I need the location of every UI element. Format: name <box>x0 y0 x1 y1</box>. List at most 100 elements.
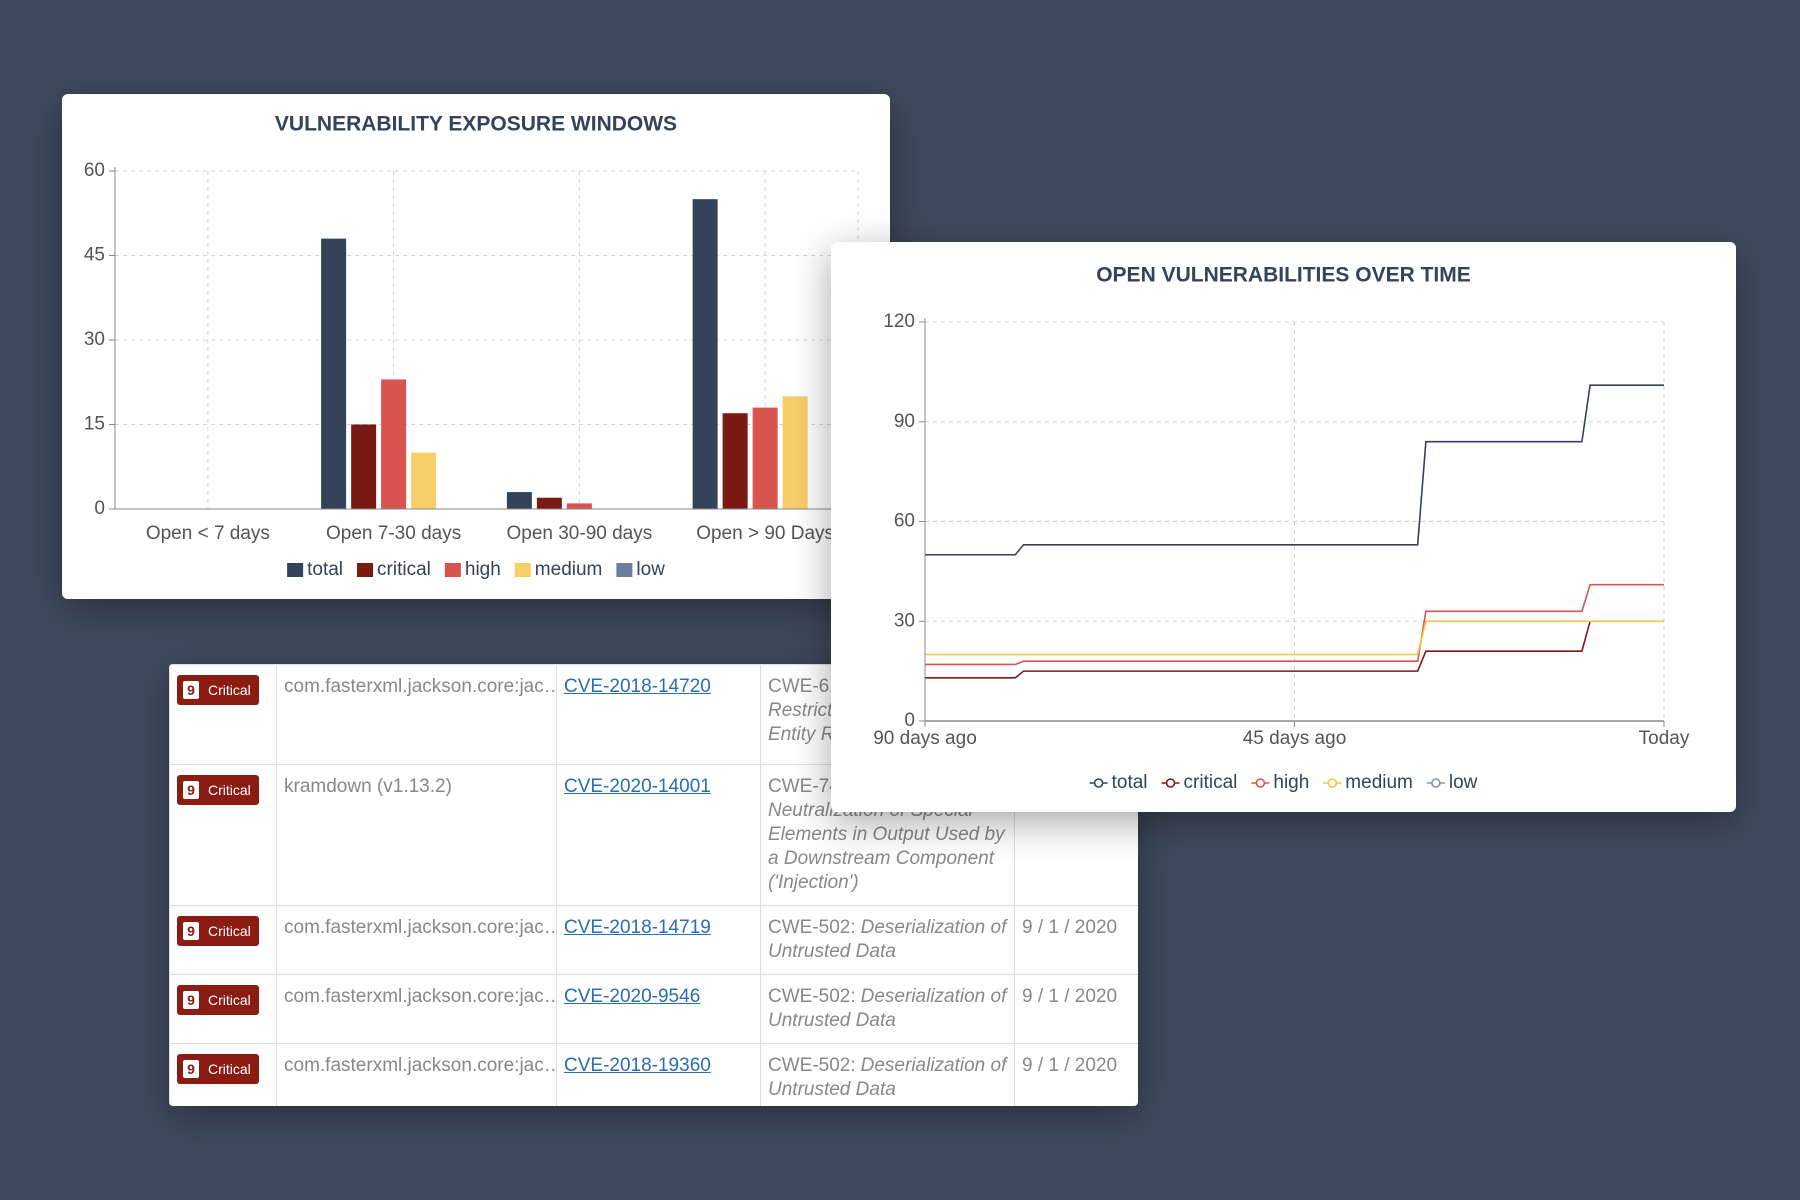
package-cell: com.fasterxml.jackson.core:jac… <box>276 905 557 975</box>
x-tick-label: Open > 90 Days <box>696 523 834 544</box>
legend-swatch <box>514 563 531 577</box>
severity-label: Critical <box>208 1061 251 1077</box>
date-cell: 9 / 1 / 2020 <box>1014 905 1138 975</box>
y-tick-label: 30 <box>894 610 915 631</box>
package-cell: kramdown (v1.13.2) <box>276 764 557 906</box>
legend-marker <box>1093 778 1104 788</box>
severity-label: Critical <box>208 782 251 798</box>
severity-score: 9 <box>183 922 199 940</box>
severity-cell: 9 Critical <box>169 1043 277 1106</box>
cve-link[interactable]: CVE-2020-14001 <box>564 776 711 797</box>
y-tick-label: 0 <box>94 498 105 519</box>
severity-label: Critical <box>208 682 251 698</box>
y-tick-label: 0 <box>904 710 915 731</box>
cve-link[interactable]: CVE-2020-9546 <box>564 986 701 1007</box>
x-tick-label: 45 days ago <box>1243 728 1347 749</box>
cwe-id: CWE-502: <box>768 1055 856 1076</box>
legend-marker <box>1327 778 1338 788</box>
y-tick-label: 90 <box>894 411 915 432</box>
legend-marker <box>1165 778 1176 788</box>
severity-badge: 9 Critical <box>177 1054 259 1084</box>
x-tick-label: 90 days ago <box>873 728 977 749</box>
bar-chart: VULNERABILITY EXPOSURE WINDOWS 0 15 30 45 60 O… <box>84 113 859 580</box>
package-cell: com.fasterxml.jackson.core:jac… <box>276 1043 557 1106</box>
legend-marker <box>1431 778 1441 788</box>
legend-label: medium <box>535 559 603 580</box>
legend-swatch <box>357 563 374 577</box>
x-tick-label: Open 7-30 days <box>326 523 461 544</box>
y-tick-label: 45 <box>84 245 105 266</box>
legend-label: low <box>1449 772 1478 793</box>
severity-cell: 9 Critical <box>169 664 277 765</box>
legend-label: medium <box>1345 772 1413 793</box>
legend-swatch <box>287 563 304 577</box>
date: 9 / 1 / 2020 <box>1022 1055 1118 1076</box>
cve-link[interactable]: CVE-2018-19360 <box>564 1055 711 1076</box>
legend-label: high <box>1273 772 1309 793</box>
line-chart-card: OPEN VULNERABILITIES OVER TIME 0 30 60 90 120… <box>831 242 1736 812</box>
cve-link[interactable]: CVE-2018-14720 <box>564 676 711 697</box>
bar <box>752 407 778 509</box>
table-body: 9 Critical com.fasterxml.jackson.core:jac…… <box>169 664 1138 1106</box>
legend-marker <box>1255 778 1266 788</box>
line-chart: OPEN VULNERABILITIES OVER TIME 0 30 60 90 120… <box>873 264 1690 793</box>
chart-title: OPEN VULNERABILITIES OVER TIME <box>1096 264 1471 287</box>
bar <box>722 413 748 509</box>
cve-cell: CVE-2018-14719 <box>556 905 761 975</box>
bar <box>566 503 592 509</box>
y-tick-label: 60 <box>894 511 915 532</box>
bar <box>381 379 407 509</box>
y-tick-label: 120 <box>883 311 915 332</box>
legend-label: total <box>1112 772 1148 793</box>
bar <box>692 199 718 509</box>
table-row: 9 Critical com.fasterxml.jackson.core:jac…… <box>169 1043 1138 1106</box>
series-line <box>925 384 1664 556</box>
date: 9 / 1 / 2020 <box>1022 917 1118 938</box>
legend-swatch <box>444 563 461 577</box>
cwe-cell: CWE-502: Deserialization of Untrusted Dat… <box>760 905 1015 975</box>
legend: total critical high medium low <box>287 559 665 580</box>
legend: total critical high medium low <box>1089 772 1478 793</box>
chart-title: VULNERABILITY EXPOSURE WINDOWS <box>275 113 677 136</box>
severity-badge: 9 Critical <box>177 675 259 705</box>
severity-badge: 9 Critical <box>177 916 259 946</box>
series-line <box>925 620 1664 679</box>
legend-label: total <box>307 559 343 580</box>
date-cell: 9 / 1 / 2020 <box>1014 974 1138 1044</box>
bar <box>351 424 377 509</box>
bar-chart-card: VULNERABILITY EXPOSURE WINDOWS 0 15 30 45 60 O… <box>62 94 890 599</box>
severity-badge: 9 Critical <box>177 985 259 1015</box>
bar <box>782 396 808 509</box>
x-tick-label: Today <box>1639 728 1690 749</box>
vulnerability-table: 9 Critical com.fasterxml.jackson.core:jac…… <box>169 664 1138 1106</box>
severity-badge: 9 Critical <box>177 775 259 805</box>
cwe-cell: CWE-502: Deserialization of Untrusted Dat… <box>760 1043 1015 1106</box>
x-tick-label: Open 30-90 days <box>506 523 652 544</box>
bar <box>536 497 562 509</box>
legend-label: low <box>636 559 665 580</box>
cwe-cell: CWE-502: Deserialization of Untrusted Dat… <box>760 974 1015 1044</box>
y-tick-label: 15 <box>84 414 105 435</box>
legend-swatch <box>616 563 633 577</box>
cve-cell: CVE-2020-14001 <box>556 764 761 906</box>
severity-cell: 9 Critical <box>169 764 277 906</box>
y-tick-label: 60 <box>84 160 105 181</box>
cwe-description: Deserialization of Untrusted Data <box>768 917 1007 962</box>
severity-label: Critical <box>208 923 251 939</box>
cwe-id: CWE-502: <box>768 986 856 1007</box>
severity-cell: 9 Critical <box>169 905 277 975</box>
cve-cell: CVE-2018-14720 <box>556 664 761 765</box>
cwe-id: CWE-502: <box>768 917 856 938</box>
severity-score: 9 <box>183 1060 199 1078</box>
severity-score: 9 <box>183 681 199 699</box>
cve-cell: CVE-2018-19360 <box>556 1043 761 1106</box>
legend-label: critical <box>377 559 431 580</box>
cve-cell: CVE-2020-9546 <box>556 974 761 1044</box>
table-row: 9 Critical com.fasterxml.jackson.core:jac…… <box>169 905 1138 975</box>
severity-score: 9 <box>183 991 199 1009</box>
cve-link[interactable]: CVE-2018-14719 <box>564 917 711 938</box>
y-tick-label: 30 <box>84 329 105 350</box>
table-row: 9 Critical kramdown (v1.13.2) CVE-2020-1400… <box>169 764 1138 906</box>
cwe-id: CWE-74: <box>768 776 846 797</box>
